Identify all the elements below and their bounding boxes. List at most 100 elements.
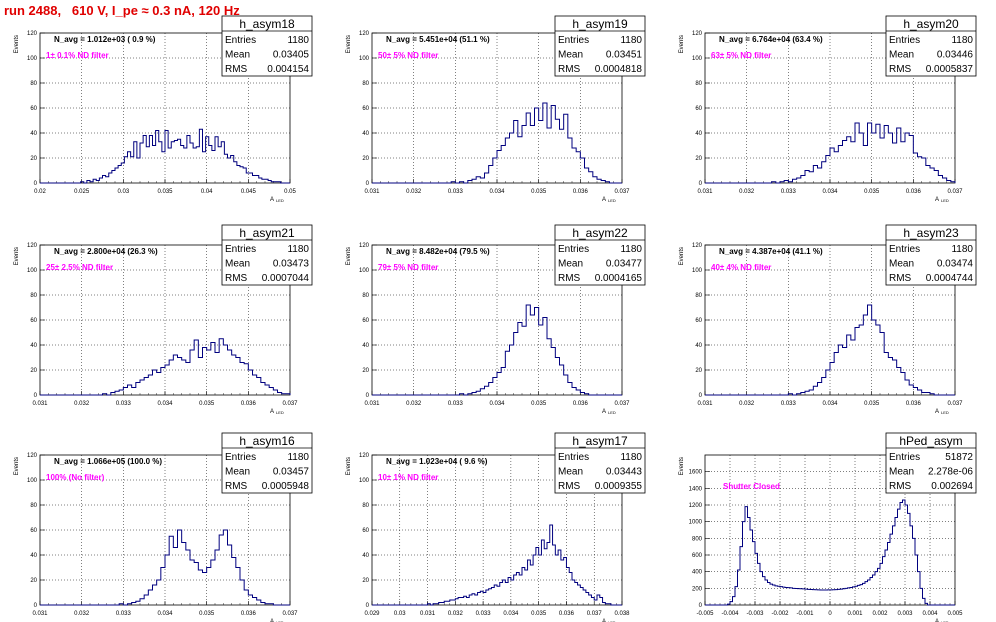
y-tick-label: 0 [34, 181, 38, 187]
x-axis-title-subscript: LED [608, 620, 616, 622]
stats-label: RMS [889, 273, 912, 284]
stats-box [554, 224, 646, 286]
stats-label: Entries [889, 244, 920, 255]
stats-label: Mean [889, 50, 914, 61]
x-tick-label: 0.034 [503, 611, 519, 617]
y-tick-label: 60 [362, 318, 369, 324]
histogram-series [372, 102, 622, 184]
y-tick-label: 0 [34, 603, 38, 609]
n-avg-label: N_avg = 5.451e+04 (51.1 %) [386, 35, 490, 44]
x-tick-label: 0 [828, 611, 832, 617]
x-axis-title-subscript: LED [941, 410, 949, 415]
x-tick-label: 0.037 [614, 401, 630, 407]
y-tick-label: 40 [695, 131, 702, 137]
y-tick-label: 120 [692, 31, 703, 37]
stats-box [885, 224, 977, 286]
stats-label: Entries [558, 35, 589, 46]
stats-title: h_asym23 [903, 226, 959, 240]
y-tick-label: 60 [695, 106, 702, 112]
x-tick-label: 0.033 [781, 401, 797, 407]
stats-label: RMS [558, 481, 581, 492]
n-avg-label: N_avg = 2.800e+04 (26.3 %) [54, 247, 158, 256]
x-tick-label: 0.036 [906, 189, 922, 195]
x-axis-title-subscript: LED [941, 620, 949, 622]
histogram-panel-h_asym23: 0.031 0.032 0.033 0.034 0.035 0.036 0.037 0 20 40… [679, 224, 977, 415]
x-tick-label: -0.003 [746, 611, 764, 617]
stats-label: Entries [558, 452, 589, 463]
stats-title: h_asym19 [572, 17, 628, 31]
histogram-series [40, 128, 290, 184]
stats-box [885, 432, 977, 494]
x-tick-label: 0.034 [157, 611, 173, 617]
histogram-panel-h_asym20: 0.031 0.032 0.033 0.034 0.035 0.036 0.037 0 20 40… [679, 15, 977, 203]
stats-label: Mean [558, 467, 583, 478]
stats-value: 0.0004744 [926, 273, 974, 284]
x-axis-title-subscript: LED [276, 620, 284, 622]
y-tick-label: 60 [362, 528, 369, 534]
y-tick-label: 0 [366, 181, 370, 187]
y-axis-title: Events [346, 247, 352, 265]
stats-label: Mean [558, 259, 583, 270]
x-tick-label: 0.045 [241, 189, 257, 195]
x-tick-label: 0.037 [947, 401, 963, 407]
x-tick-label: 0.036 [559, 611, 575, 617]
x-tick-label: 0.037 [614, 189, 630, 195]
y-axis-title: Events [679, 35, 685, 53]
x-tick-label: 0.037 [282, 611, 298, 617]
x-axis-title: A [602, 197, 606, 203]
histogram-series [40, 529, 290, 606]
y-tick-label: 1200 [689, 503, 703, 509]
y-tick-label: 60 [362, 106, 369, 112]
stats-label: RMS [889, 64, 912, 75]
histogram-panel-h_asym21: 0.031 0.032 0.033 0.034 0.035 0.036 0.037 0 20 40… [14, 224, 313, 415]
stats-value: 0.0004165 [595, 273, 643, 284]
filter-note: 50± 5% ND filter [378, 51, 438, 60]
x-tick-label: 0.032 [739, 189, 755, 195]
y-tick-label: 80 [695, 81, 702, 87]
y-tick-label: 400 [692, 570, 703, 576]
y-tick-label: 100 [692, 268, 703, 274]
x-axis-title: A [270, 619, 274, 622]
y-axis-title: Events [679, 247, 685, 265]
x-axis-title: A [270, 197, 274, 203]
histogram-panel-h_asym17: 0.029 0.03 0.031 0.032 0.033 0.034 0.035 0.036 0… [346, 432, 646, 622]
stats-value: 1180 [287, 35, 309, 46]
n-avg-label: N_avg = 1.023e+04 ( 9.6 %) [386, 457, 488, 466]
y-tick-label: 60 [30, 318, 37, 324]
x-tick-label: 0.031 [364, 189, 380, 195]
x-tick-label: 0.031 [697, 401, 713, 407]
stats-value: 0.03443 [606, 467, 643, 478]
stats-label: RMS [225, 481, 248, 492]
stats-title: h_asym16 [239, 434, 295, 448]
stats-value: 1180 [951, 35, 973, 46]
n-avg-label: N_avg = 4.387e+04 (41.1 %) [719, 247, 823, 256]
stats-label: Mean [889, 259, 914, 270]
histogram-panel-hPed_asym: -0.005 -0.004 -0.003 -0.002 -0.001 0 0.001 0.00… [679, 432, 977, 622]
x-tick-label: 0.031 [697, 189, 713, 195]
x-tick-label: 0.004 [922, 611, 938, 617]
run-title: run 2488, 610 V, I_pe ≈ 0.3 nA, 120 Hz [4, 3, 240, 18]
x-tick-label: 0.002 [872, 611, 888, 617]
stats-value: 0.0005948 [262, 481, 310, 492]
stats-title: hPed_asym [899, 434, 962, 448]
stats-value: 1180 [287, 244, 309, 255]
stats-box [554, 15, 646, 77]
y-tick-label: 0 [34, 393, 38, 399]
x-tick-label: 0.036 [573, 189, 589, 195]
y-tick-label: 20 [362, 578, 369, 584]
y-tick-label: 100 [359, 478, 370, 484]
x-tick-label: 0.031 [364, 401, 380, 407]
x-tick-label: 0.025 [74, 189, 90, 195]
y-tick-label: 120 [359, 453, 370, 459]
histogram-series [705, 122, 956, 184]
filter-note: 25± 2.5% ND filter [46, 263, 113, 272]
x-tick-label: 0.037 [282, 401, 298, 407]
y-tick-label: 20 [695, 156, 702, 162]
stats-label: Entries [889, 35, 920, 46]
stats-value: 0.0004818 [595, 64, 643, 75]
stats-title: h_asym22 [572, 226, 628, 240]
x-tick-label: 0.037 [587, 611, 603, 617]
y-tick-label: 1400 [689, 486, 703, 492]
y-tick-label: 100 [27, 478, 38, 484]
x-tick-label: 0.036 [573, 401, 589, 407]
